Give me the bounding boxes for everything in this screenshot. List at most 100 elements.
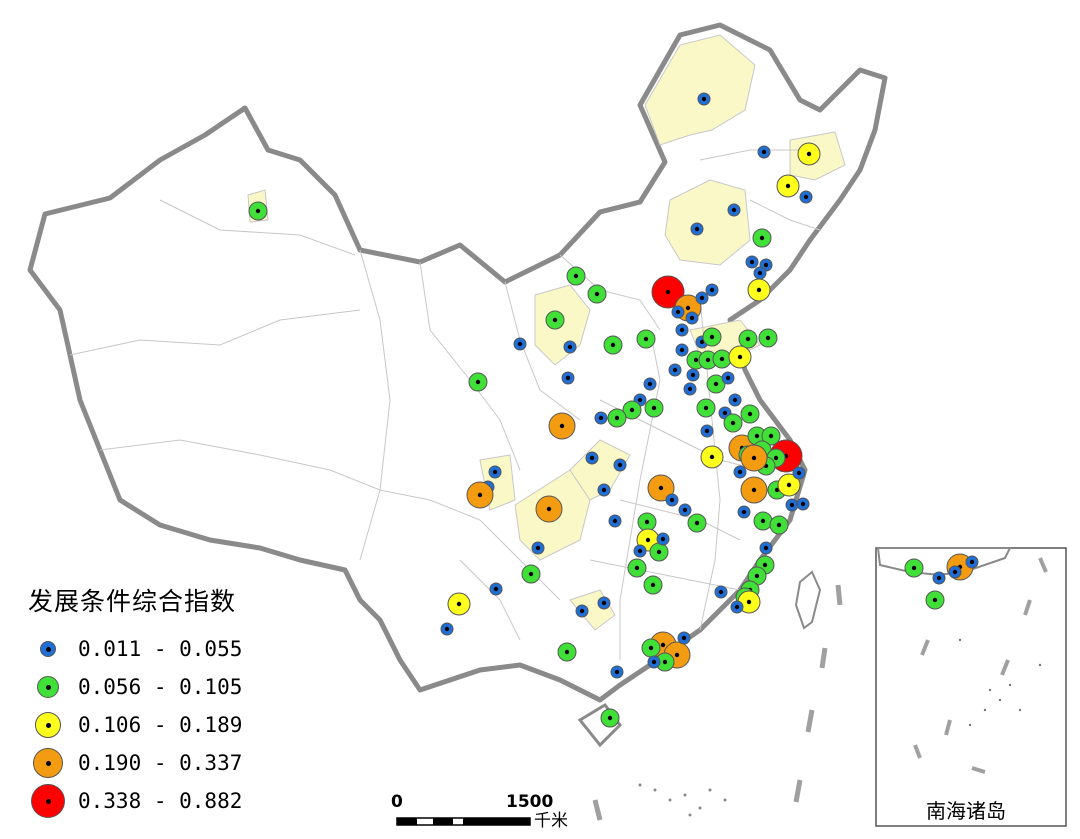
city-marker-center — [773, 455, 779, 461]
legend-label: 0.056 - 0.105 — [78, 675, 243, 699]
city-marker-center — [725, 375, 731, 381]
region-heilongjiang — [644, 34, 756, 146]
scale-bar-unit: 千米 — [534, 811, 568, 831]
city-marker-center — [713, 381, 719, 387]
city-marker-center — [762, 562, 768, 568]
small-islands — [638, 783, 727, 817]
taiwan-island — [794, 570, 822, 630]
city-marker-center — [255, 208, 261, 214]
city-marker-center — [757, 270, 763, 276]
inset-dashes — [913, 557, 1048, 774]
city-marker-center — [759, 235, 765, 241]
legend-label: 0.338 - 0.882 — [78, 789, 243, 813]
city-marker-center — [703, 405, 709, 411]
city-marker-center — [669, 497, 675, 503]
city-marker-center — [598, 415, 604, 421]
city-marker-center — [517, 341, 523, 347]
city-marker-center — [746, 599, 752, 605]
city-marker-center — [685, 305, 691, 311]
legend-item: 0.106 - 0.189 — [22, 706, 322, 744]
scale-bar — [396, 817, 531, 826]
city-marker-center — [660, 642, 666, 648]
city-marker-center — [689, 315, 695, 321]
city-marker-center — [718, 589, 724, 595]
scale-bar-max: 1500 — [506, 792, 554, 812]
city-marker-center — [785, 183, 791, 189]
city-marker-center — [911, 565, 917, 571]
city-marker-center — [637, 397, 643, 403]
city-marker-center — [665, 289, 671, 295]
city-marker-center — [737, 469, 743, 475]
city-marker-center — [701, 96, 707, 102]
city-marker-center — [747, 411, 753, 417]
city-marker-center — [789, 502, 795, 508]
legend-symbol — [22, 782, 74, 820]
city-marker-center — [567, 344, 573, 350]
city-marker-center — [803, 194, 809, 200]
city-marker-center — [936, 575, 942, 581]
city-marker-center — [694, 226, 700, 232]
city-marker-center — [528, 571, 534, 577]
city-marker-center — [651, 659, 657, 665]
city-marker-center — [952, 569, 958, 575]
city-marker-center — [760, 518, 766, 524]
city-marker-center — [699, 339, 705, 345]
city-marker-center — [709, 287, 715, 293]
legend-symbol — [22, 706, 74, 744]
city-marker-center — [614, 669, 620, 675]
region-hunan — [569, 439, 631, 501]
city-marker-center — [637, 548, 643, 554]
city-marker-center — [699, 295, 705, 301]
legend-symbol — [22, 668, 74, 706]
city-marker-center — [617, 462, 623, 468]
city-marker-center — [573, 273, 579, 279]
city-marker-center — [643, 336, 649, 342]
legend-item: 0.011 - 0.055 — [22, 630, 322, 668]
city-marker-center — [690, 372, 696, 378]
city-marker-center — [565, 375, 571, 381]
city-marker-center — [607, 715, 613, 721]
city-marker-center — [456, 601, 462, 607]
city-marker-center — [751, 455, 757, 461]
city-marker-center — [493, 586, 499, 592]
city-marker-center — [709, 454, 715, 460]
city-marker-center — [672, 367, 678, 373]
city-marker-center — [660, 536, 666, 542]
maritime-boundary — [592, 584, 843, 821]
city-marker-center — [594, 291, 600, 297]
city-marker-center — [475, 379, 481, 385]
city-marker-center — [601, 487, 607, 493]
inset-frame — [875, 547, 1067, 827]
city-marker-center — [656, 549, 662, 555]
city-marker-center — [774, 487, 780, 493]
city-marker-center — [687, 386, 693, 392]
scale-bar-zero: 0 — [391, 792, 403, 812]
city-marker-center — [679, 327, 685, 333]
city-marker-center — [786, 482, 792, 488]
city-marker-center — [754, 573, 760, 579]
legend-item: 0.190 - 0.337 — [22, 744, 322, 782]
inset-islands — [958, 638, 1042, 727]
city-marker-center — [705, 357, 711, 363]
city-marker-center — [761, 149, 767, 155]
city-marker-center — [731, 207, 737, 213]
city-marker-center — [722, 410, 728, 416]
region-inner-mongolia-east — [664, 179, 751, 266]
city-marker-center — [650, 582, 656, 588]
city-marker-center — [693, 357, 699, 363]
legend-symbol — [22, 744, 74, 782]
city-marker-center — [796, 470, 802, 476]
city-marker-center — [629, 407, 635, 413]
city-marker-center — [709, 334, 715, 340]
city-marker-center — [610, 342, 616, 348]
city-marker-center — [969, 559, 975, 565]
city-marker-center — [674, 652, 680, 658]
city-marker-center — [776, 522, 782, 528]
city-marker-center — [730, 420, 736, 426]
city-marker-center — [552, 317, 558, 323]
city-marker-center — [658, 485, 664, 491]
city-marker-center — [679, 347, 685, 353]
city-marker-center — [763, 262, 769, 268]
city-marker-center — [647, 381, 653, 387]
city-marker-center — [492, 469, 498, 475]
